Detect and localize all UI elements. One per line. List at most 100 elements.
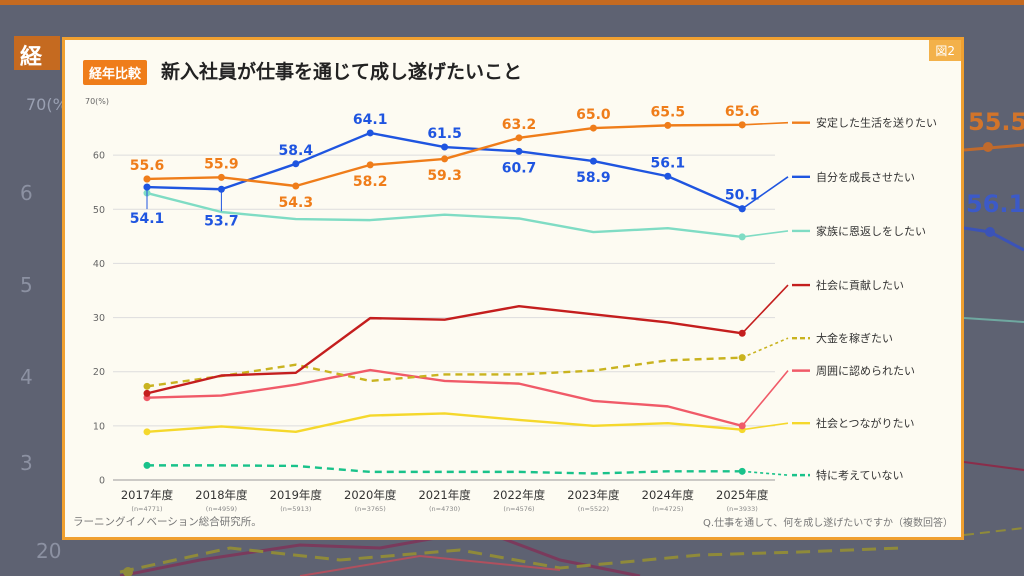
- series-point: [143, 382, 151, 390]
- series-line: [146, 191, 743, 239]
- data-point: [217, 173, 225, 181]
- x-tick-label: 2019年度: [270, 488, 323, 502]
- legend-label: 家族に恩返しをしたい: [816, 224, 926, 238]
- y-tick-label: 60: [93, 151, 105, 162]
- y-axis-unit: 70(%): [85, 97, 109, 106]
- data-label: 56.1: [651, 155, 686, 171]
- legend-label: 自分を成長させたい: [816, 171, 915, 184]
- data-label: 59.3: [427, 168, 462, 184]
- legend-leader: [742, 470, 789, 476]
- x-tick-label: 2017年度: [121, 488, 174, 502]
- series-point: [143, 461, 151, 469]
- data-label: 58.4: [279, 143, 314, 159]
- legend-label: 社会に貢献したい: [816, 278, 904, 292]
- bg-tick-60: 6: [20, 181, 33, 205]
- legend-label: 社会とつながりたい: [816, 416, 915, 430]
- chart-card: 経年比較 新入社員が仕事を通じて成し遂げたいこと 図2 0 10 20 30 40 50 6…: [62, 37, 964, 540]
- legend-label: 大金を稼ぎたい: [816, 331, 893, 345]
- x-sample-size: (n=4576): [503, 505, 534, 513]
- data-label: 58.9: [576, 170, 611, 186]
- source-note: ラーニングイノベーション総合研究所。: [73, 516, 262, 528]
- bg-tick-20: 20: [36, 539, 61, 563]
- data-point: [738, 121, 746, 129]
- data-point: [217, 185, 225, 193]
- data-point: [441, 143, 449, 151]
- bg-tick-50: 5: [20, 273, 33, 297]
- y-tick-label: 0: [99, 476, 105, 487]
- legend-label: 安定した生活を送りたい: [816, 116, 937, 130]
- data-label: 65.5: [651, 104, 686, 120]
- x-sample-size: (n=5913): [280, 505, 311, 513]
- data-point: [664, 121, 672, 129]
- x-tick-label: 2025年度: [716, 488, 769, 502]
- data-point: [515, 134, 523, 142]
- data-label: 65.6: [725, 104, 760, 120]
- data-label: 63.2: [502, 117, 537, 133]
- data-label: 61.5: [427, 126, 462, 142]
- legend-label: 特に考えていない: [816, 468, 903, 482]
- data-label: 53.7: [204, 213, 239, 229]
- x-sample-size: (n=4959): [206, 505, 237, 513]
- data-point: [589, 157, 597, 165]
- legend-leader: [741, 337, 789, 359]
- series-line: [147, 464, 743, 475]
- y-tick-label: 30: [93, 313, 105, 324]
- data-label: 50.1: [725, 188, 760, 204]
- y-tick-label: 20: [93, 367, 105, 378]
- x-tick-label: 2020年度: [344, 488, 397, 502]
- series-line: [146, 368, 743, 428]
- y-tick-label: 50: [93, 205, 105, 216]
- data-point: [292, 160, 300, 168]
- x-sample-size: (n=3765): [355, 505, 386, 513]
- x-sample-size: (n=4725): [652, 505, 683, 513]
- x-tick-label: 2022年度: [493, 488, 546, 502]
- bg-tick-40: 4: [20, 365, 33, 389]
- series-point: [143, 428, 151, 436]
- series-line: [146, 412, 743, 434]
- question-note: Q.仕事を通して、何を成し遂げたいですか（複数回答）: [703, 518, 953, 529]
- y-tick-label: 10: [93, 421, 105, 432]
- data-label: 55.9: [204, 156, 239, 172]
- x-tick-label: 2024年度: [642, 488, 695, 502]
- data-point: [366, 129, 374, 137]
- bg-tick-30: 3: [20, 451, 33, 475]
- x-tick-label: 2023年度: [567, 488, 620, 502]
- x-sample-size: (n=5522): [578, 505, 609, 513]
- data-label: 54.1: [130, 211, 165, 227]
- legend-leader: [742, 422, 789, 431]
- chart-title: 新入社員が仕事を通じて成し遂げたいこと: [161, 61, 523, 83]
- bg-value-655: 55.5: [968, 108, 1024, 136]
- series-line: [146, 305, 743, 395]
- legend-leader: [741, 176, 789, 210]
- data-label: 64.1: [353, 112, 388, 128]
- data-label: 54.3: [279, 195, 314, 211]
- data-point: [589, 124, 597, 132]
- data-point: [664, 172, 672, 180]
- data-point: [738, 205, 746, 213]
- figure-label: 図2: [929, 40, 961, 61]
- data-point: [441, 155, 449, 163]
- legend-leader: [742, 121, 789, 126]
- data-point: [292, 182, 300, 190]
- x-tick-label: 2021年度: [418, 488, 471, 502]
- data-point: [366, 161, 374, 169]
- x-sample-size: (n=4771): [131, 505, 162, 513]
- bg-tag-fragment: 経: [20, 44, 43, 70]
- x-tick-label: 2018年度: [195, 488, 248, 502]
- data-label: 58.2: [353, 174, 388, 190]
- y-tick-label: 40: [93, 259, 105, 270]
- x-sample-size: (n=3933): [727, 505, 758, 513]
- legend-label: 周囲に認められたい: [816, 364, 915, 378]
- legend-leader: [741, 284, 789, 334]
- legend-leader: [742, 230, 789, 238]
- x-sample-size: (n=4730): [429, 505, 460, 513]
- data-point: [143, 175, 151, 183]
- data-point: [143, 183, 151, 191]
- bg-axis-unit: 70(%: [26, 95, 68, 114]
- legend-leader: [741, 370, 789, 427]
- comparison-tag: 経年比較: [83, 60, 148, 85]
- series-line: [146, 356, 743, 388]
- data-label: 65.0: [576, 107, 611, 123]
- bg-value-561: 56.1: [966, 190, 1024, 218]
- data-label: 60.7: [502, 160, 537, 176]
